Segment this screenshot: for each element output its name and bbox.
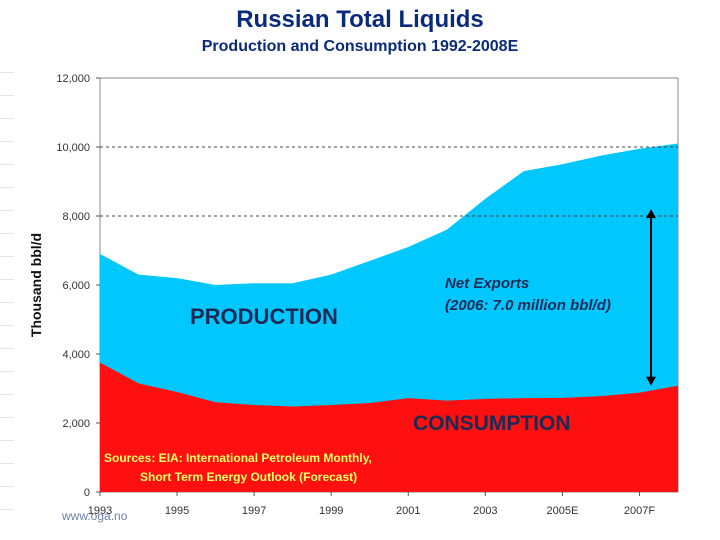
y-tick-label: 6,000 <box>62 280 90 292</box>
x-tick-label: 2003 <box>473 505 497 517</box>
consumption-label: CONSUMPTION <box>413 412 571 435</box>
slide-left-decoration <box>0 50 14 530</box>
y-tick-label: 10,000 <box>56 142 90 154</box>
area-consumption <box>100 362 678 492</box>
y-tick-label: 8,000 <box>62 211 90 223</box>
watermark: www.oga.no <box>62 509 128 523</box>
x-tick-label: 2001 <box>396 505 420 517</box>
y-axis-label: Thousand bbl/d <box>28 233 44 337</box>
x-tick-label: 1999 <box>319 505 343 517</box>
sources-line-2: Short Term Energy Outlook (Forecast) <box>140 470 357 484</box>
y-tick-label: 12,000 <box>56 73 90 85</box>
axis-layer: 0 2,000 4,000 6,000 8,000 10,000 12,000 1993 199… <box>28 73 655 517</box>
net-exports-arrow-head-bottom <box>646 376 656 386</box>
net-exports-label: Net Exports <box>445 275 529 292</box>
chart-subtitle: Production and Consumption 1992-2008E <box>201 38 519 55</box>
x-tick-label: 1995 <box>165 505 189 517</box>
production-label: PRODUCTION <box>190 304 338 329</box>
net-exports-arrow-head-top <box>646 209 656 219</box>
sources-line-1: Sources: EIA: International Petroleum Mo… <box>104 451 372 465</box>
chart-title: Russian Total Liquids <box>236 6 484 33</box>
x-tick-label: 2005E <box>546 505 578 517</box>
y-tick-label: 4,000 <box>62 349 90 361</box>
x-tick-label: 2007F <box>624 505 655 517</box>
y-tick-label: 0 <box>84 487 90 499</box>
grid-layer <box>100 146 678 217</box>
area-layer <box>99 143 679 493</box>
x-tick-label: 1993 <box>88 505 112 517</box>
net-exports-value: (2006: 7.0 million bbl/d) <box>445 297 611 314</box>
x-tick-label: 1997 <box>242 505 266 517</box>
annotation-layer: PRODUCTION Net Exports (2006: 7.0 millio… <box>104 209 656 484</box>
y-tick-label: 2,000 <box>62 418 90 430</box>
